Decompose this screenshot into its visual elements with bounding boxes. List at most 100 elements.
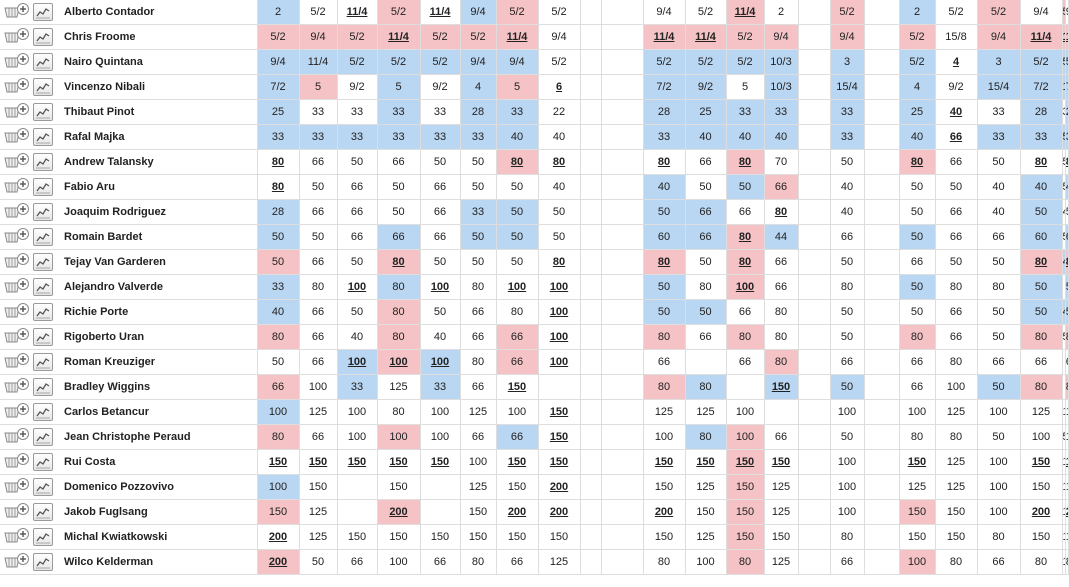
odds-cell[interactable]: 125: [299, 524, 338, 550]
odds-cell[interactable]: 33: [726, 99, 765, 125]
odds-cell[interactable]: 50: [1020, 199, 1063, 225]
odds-cell[interactable]: 80: [257, 324, 300, 350]
odds-cell[interactable]: 2: [257, 0, 300, 25]
odds-cell[interactable]: 80: [764, 349, 799, 375]
odds-cell[interactable]: 66: [830, 224, 865, 250]
odds-cell[interactable]: 100: [726, 424, 765, 450]
odds-cell[interactable]: 80: [1020, 324, 1063, 350]
odds-cell[interactable]: 4: [899, 74, 936, 100]
odds-cell[interactable]: 60: [643, 224, 686, 250]
odds-cell[interactable]: 11/4: [496, 24, 539, 50]
odds-cell[interactable]: 50: [1062, 324, 1066, 350]
odds-cell[interactable]: 66: [764, 174, 799, 200]
odds-cell[interactable]: 50: [337, 249, 378, 275]
odds-cell[interactable]: 5: [496, 74, 539, 100]
odds-cell[interactable]: 40: [420, 324, 461, 350]
odds-cell[interactable]: 11/4: [726, 0, 765, 25]
odds-cell[interactable]: 33: [764, 99, 799, 125]
rider-name[interactable]: Nairo Quintana: [56, 49, 258, 75]
odds-cell[interactable]: 5/2: [337, 49, 378, 75]
odds-cell[interactable]: 40: [1065, 174, 1069, 200]
odds-cell[interactable]: 125: [764, 549, 799, 575]
odds-cell[interactable]: 66: [685, 199, 727, 225]
odds-cell[interactable]: 22: [538, 99, 581, 125]
rider-name[interactable]: Jean Christophe Peraud: [56, 424, 258, 450]
odds-cell[interactable]: 5/2: [726, 49, 765, 75]
odds-cell[interactable]: 9/4: [1020, 0, 1063, 25]
odds-cell[interactable]: 150: [337, 524, 378, 550]
odds-cell[interactable]: 66: [977, 549, 1021, 575]
odds-cell[interactable]: 50: [977, 424, 1021, 450]
odds-cell[interactable]: 150: [538, 424, 581, 450]
odds-cell[interactable]: 2: [764, 0, 799, 25]
odds-cell[interactable]: 11/4: [377, 24, 421, 50]
odds-cell[interactable]: 150: [257, 499, 300, 525]
odds-cell[interactable]: 33: [337, 124, 378, 150]
odds-cell[interactable]: 60: [1020, 224, 1063, 250]
odds-cell[interactable]: 150: [764, 374, 799, 400]
odds-cell[interactable]: 33: [977, 99, 1021, 125]
odds-cell[interactable]: 50: [685, 299, 727, 325]
odds-cell[interactable]: 5/2: [685, 0, 727, 25]
odds-cell[interactable]: 150: [377, 524, 421, 550]
odds-cell[interactable]: 33: [420, 99, 461, 125]
odds-cell[interactable]: 80: [1065, 549, 1069, 575]
odds-cell[interactable]: 150: [935, 499, 978, 525]
rider-name[interactable]: Thibaut Pinot: [56, 99, 258, 125]
odds-cell[interactable]: 125: [1020, 399, 1063, 425]
odds-cell[interactable]: 100: [726, 274, 765, 300]
odds-cell[interactable]: 40: [496, 124, 539, 150]
odds-cell[interactable]: 33: [420, 374, 461, 400]
rider-name[interactable]: Carlos Betancur: [56, 399, 258, 425]
basket-plus-icon[interactable]: [3, 377, 30, 397]
odds-cell[interactable]: 66: [460, 374, 497, 400]
line-chart-icon[interactable]: [32, 478, 53, 496]
odds-cell[interactable]: 66: [935, 324, 978, 350]
odds-cell[interactable]: 150: [1020, 474, 1063, 500]
odds-cell[interactable]: 80: [377, 324, 421, 350]
basket-plus-icon[interactable]: [3, 177, 30, 197]
odds-cell[interactable]: 40: [1020, 174, 1063, 200]
odds-cell[interactable]: 66: [935, 224, 978, 250]
basket-plus-icon[interactable]: [3, 302, 30, 322]
odds-cell[interactable]: 50: [420, 299, 461, 325]
odds-cell[interactable]: 9/4: [460, 49, 497, 75]
odds-cell[interactable]: 50: [377, 174, 421, 200]
odds-cell[interactable]: 150: [496, 374, 539, 400]
odds-cell[interactable]: 11/4: [685, 24, 727, 50]
odds-cell[interactable]: 5/2: [496, 0, 539, 25]
odds-cell[interactable]: 9/2: [337, 74, 378, 100]
odds-cell[interactable]: 125: [685, 399, 727, 425]
odds-cell[interactable]: 80: [764, 324, 799, 350]
odds-cell[interactable]: 33: [337, 99, 378, 125]
odds-cell[interactable]: 40: [538, 124, 581, 150]
rider-name[interactable]: Richie Porte: [56, 299, 258, 325]
odds-cell[interactable]: 80: [1020, 549, 1063, 575]
odds-cell[interactable]: 150: [496, 524, 539, 550]
basket-plus-icon[interactable]: [3, 252, 30, 272]
odds-cell[interactable]: 150: [764, 449, 799, 475]
odds-cell[interactable]: 66: [460, 299, 497, 325]
odds-cell[interactable]: 5/2: [420, 49, 461, 75]
odds-cell[interactable]: 80: [377, 399, 421, 425]
odds-cell[interactable]: 80: [460, 349, 497, 375]
basket-plus-icon[interactable]: [3, 227, 30, 247]
odds-cell[interactable]: 33: [1065, 124, 1069, 150]
odds-cell[interactable]: 66: [726, 299, 765, 325]
odds-cell[interactable]: 100: [337, 349, 378, 375]
line-chart-icon[interactable]: [32, 503, 53, 521]
odds-cell[interactable]: 33: [496, 99, 539, 125]
basket-plus-icon[interactable]: [3, 277, 30, 297]
odds-cell[interactable]: 66: [420, 224, 461, 250]
odds-cell[interactable]: 66: [299, 249, 338, 275]
odds-cell[interactable]: 50: [1020, 299, 1063, 325]
basket-plus-icon[interactable]: [3, 427, 30, 447]
odds-cell[interactable]: 40: [830, 199, 865, 225]
odds-cell[interactable]: 150: [726, 449, 765, 475]
odds-cell[interactable]: 33: [377, 99, 421, 125]
odds-cell[interactable]: 50: [1062, 124, 1066, 150]
odds-cell[interactable]: 5/2: [299, 0, 338, 25]
odds-cell[interactable]: 66: [830, 349, 865, 375]
odds-cell[interactable]: 100: [1062, 449, 1066, 475]
odds-cell[interactable]: 66: [726, 199, 765, 225]
